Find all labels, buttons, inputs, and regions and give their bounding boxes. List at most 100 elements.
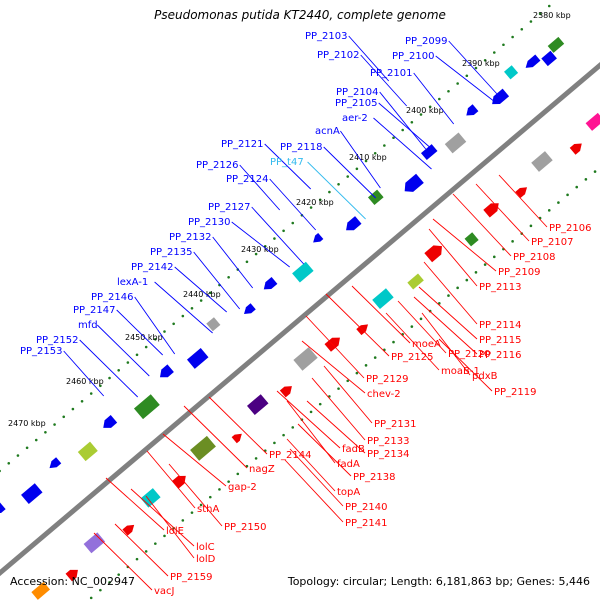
tick-dot	[529, 20, 533, 23]
tick-dot	[7, 461, 11, 465]
lower-leader-line	[301, 340, 366, 394]
gene-label-lower: PP_2109	[498, 267, 541, 278]
lower-leader-line	[93, 532, 153, 591]
lower-leader-line	[475, 183, 530, 242]
gene-label-lower: fadA	[337, 459, 360, 470]
upper-leader-line	[154, 281, 213, 334]
forward-feature	[159, 364, 174, 378]
lower-leader-line	[311, 377, 366, 441]
tick-dot	[99, 384, 102, 388]
tick-dot	[483, 58, 487, 62]
gene-label-lower: PP_2115	[479, 335, 522, 346]
tick-dot	[62, 415, 66, 419]
tick-dot	[263, 244, 267, 248]
lower-leader-line	[438, 338, 493, 392]
gene-label-upper: PP_2121	[221, 139, 264, 150]
lower-leader-line	[421, 312, 471, 376]
upper-leader-line	[323, 146, 377, 199]
forward-feature	[466, 104, 479, 116]
tick-dot	[190, 511, 194, 514]
tick-dot	[209, 291, 212, 295]
forward-feature	[313, 232, 324, 243]
tick-dot	[53, 423, 56, 426]
kbp-tick-label: 2390 kbp	[462, 59, 500, 68]
gene-label-lower: PP_2133	[367, 436, 410, 447]
lower-leader-line	[105, 477, 165, 531]
forward-feature	[0, 501, 6, 514]
reverse-feature	[515, 187, 528, 199]
lower-leader-line	[114, 523, 169, 577]
gene-label-upper: PP_2146	[91, 292, 134, 303]
lower-leader-line	[498, 174, 548, 228]
tick-dot	[135, 353, 139, 357]
forward-feature	[292, 261, 314, 283]
reverse-feature	[140, 488, 161, 508]
tick-dot	[419, 113, 423, 116]
tick-dot	[291, 426, 295, 429]
tick-dot	[373, 151, 377, 155]
gene-label-upper: PP_2135	[150, 247, 193, 258]
tick-dot	[291, 221, 295, 225]
upper-leader-line	[379, 91, 427, 150]
lower-leader-line	[276, 390, 341, 449]
forward-feature	[77, 441, 98, 462]
forward-feature	[346, 216, 362, 231]
lower-leader-line	[452, 193, 512, 257]
upper-leader-line	[231, 221, 290, 268]
gene-label-lower: PP_2107	[531, 237, 574, 248]
forward-feature	[547, 36, 565, 53]
tick-dot	[346, 379, 350, 383]
tick-dot	[44, 430, 47, 434]
tick-dot	[172, 322, 175, 326]
tick-dot	[593, 170, 597, 173]
tick-dot	[465, 74, 469, 78]
gene-label-upper: PP_2100	[392, 51, 435, 62]
lower-leader-line	[423, 261, 478, 325]
tick-dot	[438, 97, 441, 101]
lower-leader-line	[284, 459, 344, 523]
gene-label-lower: nagZ	[249, 464, 275, 475]
gene-label-upper: PP_2126	[196, 160, 239, 171]
reverse-feature	[247, 394, 269, 415]
tick-dot	[392, 340, 395, 344]
gene-label-lower: moeA	[412, 339, 441, 350]
tick-dot	[511, 35, 514, 39]
reverse-feature	[464, 232, 479, 247]
reverse-feature	[293, 347, 318, 371]
forward-feature	[541, 50, 557, 67]
lower-leader-line	[413, 296, 478, 355]
gene-label-lower: PP_2120	[448, 349, 491, 360]
gene-label-lower: PP_2125	[391, 352, 434, 363]
lower-leader-line	[428, 228, 478, 287]
tick-dot	[245, 260, 249, 264]
accession-text: Accession: NC_002947	[10, 575, 136, 588]
label-layer: PP_2103 PP_2102 PP_2099 PP_2100 PP_2101 PP_21…	[20, 31, 592, 597]
tick-dot	[337, 182, 340, 186]
upper-leader-line	[251, 206, 305, 265]
tick-dot	[126, 361, 130, 364]
tick-dot	[456, 82, 459, 85]
tick-dot	[163, 534, 166, 538]
lower-leader-line	[306, 400, 366, 454]
tick-dot	[410, 325, 414, 328]
tick-dot	[309, 410, 313, 414]
reverse-feature	[65, 569, 78, 582]
gene-label-upper: mfd	[78, 320, 98, 331]
reverse-feature	[171, 475, 186, 489]
lower-leader-line	[168, 463, 223, 527]
tick-dot	[117, 573, 120, 576]
reverse-feature	[31, 581, 51, 600]
kbp-tick-label: 2470 kbp	[8, 419, 46, 428]
upper-leader-line	[116, 309, 164, 356]
tick-dot	[71, 407, 75, 411]
gene-label-lower: vacJ	[154, 586, 175, 597]
gene-label-lower: PP_2113	[479, 282, 522, 293]
gene-label-lower: PP_2144	[269, 450, 312, 461]
tick-dot	[410, 120, 414, 124]
tick-dot	[163, 330, 166, 333]
gene-label-lower: PP_2108	[513, 252, 556, 263]
tick-dot	[492, 51, 496, 54]
lower-leader-line	[286, 438, 336, 492]
gene-label-upper: PP_2102	[317, 50, 360, 61]
tick-dot	[199, 299, 203, 302]
